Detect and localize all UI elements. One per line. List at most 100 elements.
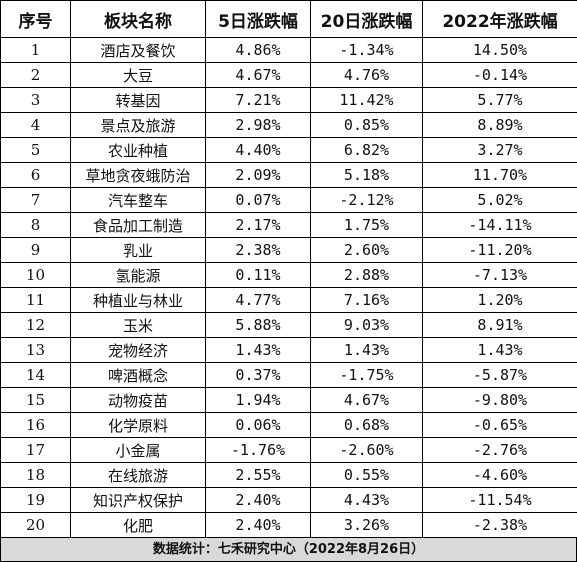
table-row: 4 景点及旅游 2.98% 0.85% 8.89% — [0, 112, 577, 138]
change-20d: 2.88% — [310, 262, 423, 288]
change-5d: 2.17% — [205, 212, 311, 238]
table-row: 13 宠物经济 1.43% 1.43% 1.43% — [0, 337, 577, 363]
row-index: 17 — [0, 437, 71, 463]
row-index: 10 — [0, 262, 71, 288]
row-index: 3 — [0, 87, 71, 113]
table-body: 1 酒店及餐饮 4.86% -1.34% 14.50% 2 大豆 4.67% 4.76% -0.1… — [0, 37, 577, 538]
table-row: 8 食品加工制造 2.17% 1.75% -14.11% — [0, 212, 577, 238]
sector-name: 化学原料 — [70, 412, 206, 438]
change-2022: -11.20% — [422, 237, 577, 263]
row-index: 5 — [0, 137, 71, 163]
change-20d: 3.26% — [310, 512, 423, 538]
table-row: 2 大豆 4.67% 4.76% -0.14% — [0, 62, 577, 88]
change-2022: 1.20% — [422, 287, 577, 313]
table-row: 1 酒店及餐饮 4.86% -1.34% 14.50% — [0, 37, 577, 63]
change-5d: 4.77% — [205, 287, 311, 313]
row-index: 13 — [0, 337, 71, 363]
header-2022-change: 2022年涨跌幅 — [422, 0, 577, 38]
header-sector-name: 板块名称 — [70, 0, 206, 38]
change-2022: -5.87% — [422, 362, 577, 388]
change-5d: 2.09% — [205, 162, 311, 188]
change-2022: -9.80% — [422, 387, 577, 413]
change-5d: 0.11% — [205, 262, 311, 288]
row-index: 2 — [0, 62, 71, 88]
change-5d: 1.94% — [205, 387, 311, 413]
table-row: 20 化肥 2.40% 3.26% -2.38% — [0, 512, 577, 538]
sector-name: 乳业 — [70, 237, 206, 263]
sector-name: 酒店及餐饮 — [70, 37, 206, 63]
change-2022: 5.77% — [422, 87, 577, 113]
header-20d-change: 20日涨跌幅 — [310, 0, 423, 38]
row-index: 8 — [0, 212, 71, 238]
row-index: 19 — [0, 487, 71, 513]
change-5d: 4.67% — [205, 62, 311, 88]
change-20d: -1.75% — [310, 362, 423, 388]
header-row: 序号 板块名称 5日涨跌幅 20日涨跌幅 2022年涨跌幅 — [0, 0, 577, 38]
table-row: 12 玉米 5.88% 9.03% 8.91% — [0, 312, 577, 338]
header-5d-change: 5日涨跌幅 — [205, 0, 311, 38]
sector-name: 动物疫苗 — [70, 387, 206, 413]
change-5d: 4.86% — [205, 37, 311, 63]
table-row: 11 种植业与林业 4.77% 7.16% 1.20% — [0, 287, 577, 313]
row-index: 1 — [0, 37, 71, 63]
sector-name: 啤酒概念 — [70, 362, 206, 388]
change-2022: -4.60% — [422, 462, 577, 488]
table-row: 18 在线旅游 2.55% 0.55% -4.60% — [0, 462, 577, 488]
change-20d: 7.16% — [310, 287, 423, 313]
sector-name: 氢能源 — [70, 262, 206, 288]
change-5d: -1.76% — [205, 437, 311, 463]
change-2022: -0.65% — [422, 412, 577, 438]
change-5d: 5.88% — [205, 312, 311, 338]
sector-name: 景点及旅游 — [70, 112, 206, 138]
change-5d: 0.06% — [205, 412, 311, 438]
row-index: 6 — [0, 162, 71, 188]
row-index: 12 — [0, 312, 71, 338]
change-5d: 7.21% — [205, 87, 311, 113]
change-20d: -2.12% — [310, 187, 423, 213]
change-5d: 2.38% — [205, 237, 311, 263]
change-5d: 4.40% — [205, 137, 311, 163]
change-5d: 2.98% — [205, 112, 311, 138]
change-20d: 0.85% — [310, 112, 423, 138]
sector-name: 种植业与林业 — [70, 287, 206, 313]
row-index: 14 — [0, 362, 71, 388]
change-5d: 0.37% — [205, 362, 311, 388]
change-2022: -11.54% — [422, 487, 577, 513]
change-20d: 4.67% — [310, 387, 423, 413]
sector-name: 小金属 — [70, 437, 206, 463]
sector-name: 知识产权保护 — [70, 487, 206, 513]
table-row: 14 啤酒概念 0.37% -1.75% -5.87% — [0, 362, 577, 388]
sector-performance-table: 序号 板块名称 5日涨跌幅 20日涨跌幅 2022年涨跌幅 1 酒店及餐饮 4.86… — [0, 0, 577, 538]
change-20d: -1.34% — [310, 37, 423, 63]
row-index: 15 — [0, 387, 71, 413]
sector-name: 化肥 — [70, 512, 206, 538]
row-index: 7 — [0, 187, 71, 213]
table-row: 6 草地贪夜蛾防治 2.09% 5.18% 11.70% — [0, 162, 577, 188]
change-20d: 5.18% — [310, 162, 423, 188]
row-index: 16 — [0, 412, 71, 438]
change-20d: 11.42% — [310, 87, 423, 113]
change-2022: 3.27% — [422, 137, 577, 163]
change-20d: -2.60% — [310, 437, 423, 463]
table-row: 5 农业种植 4.40% 6.82% 3.27% — [0, 137, 577, 163]
change-2022: 1.43% — [422, 337, 577, 363]
change-20d: 0.55% — [310, 462, 423, 488]
data-source-footer: 数据统计：七禾研究中心（2022年8月26日） — [0, 537, 577, 562]
row-index: 11 — [0, 287, 71, 313]
sector-name: 玉米 — [70, 312, 206, 338]
change-2022: 8.91% — [422, 312, 577, 338]
table-row: 19 知识产权保护 2.40% 4.43% -11.54% — [0, 487, 577, 513]
change-20d: 4.43% — [310, 487, 423, 513]
change-5d: 2.40% — [205, 512, 311, 538]
sector-name: 转基因 — [70, 87, 206, 113]
change-2022: 14.50% — [422, 37, 577, 63]
row-index: 20 — [0, 512, 71, 538]
change-20d: 1.43% — [310, 337, 423, 363]
change-20d: 2.60% — [310, 237, 423, 263]
row-index: 9 — [0, 237, 71, 263]
change-20d: 9.03% — [310, 312, 423, 338]
sector-name: 食品加工制造 — [70, 212, 206, 238]
change-5d: 2.40% — [205, 487, 311, 513]
change-20d: 4.76% — [310, 62, 423, 88]
change-20d: 0.68% — [310, 412, 423, 438]
